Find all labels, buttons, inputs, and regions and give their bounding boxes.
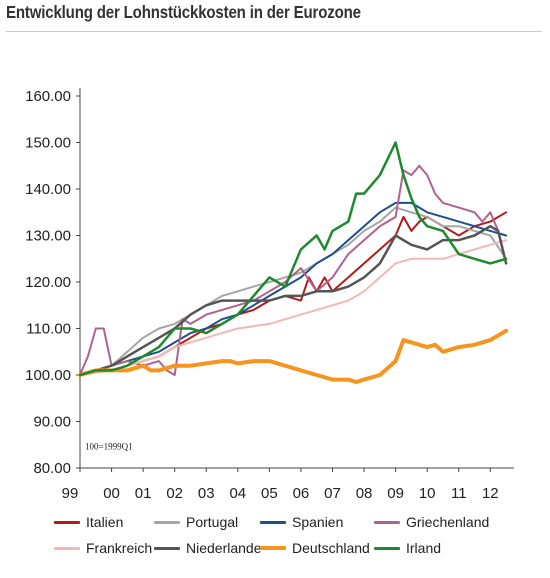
legend-item-deutschland: Deutschland [260,540,370,556]
legend-item-portugal: Portugal [154,514,238,530]
base-note: 100=1999Q1 [85,441,133,451]
legend-label: Italien [86,514,124,530]
legend-swatch [374,520,400,524]
x-tick-label: 08 [356,485,373,502]
x-tick-label: 12 [482,485,499,502]
x-tick-label: 02 [166,485,183,502]
series-line-spanien [79,201,508,376]
axes [76,88,514,472]
x-tick-label: 06 [293,485,310,502]
x-tick-label: 09 [387,485,404,502]
y-tick-label: 160.00 [25,88,71,105]
legend-swatch [54,546,80,550]
legend-swatch [154,520,180,524]
title-divider [6,31,542,32]
x-tick-label: 99 [62,485,79,502]
legend-swatch [54,520,80,524]
series-line-deutschland [78,328,509,384]
series-line-frankreich [79,239,508,376]
y-tick-labels: 80.00 90.00 100.00 110.00 120.00 130.00 140.00… [25,88,71,477]
y-tick-label: 150.00 [25,135,71,152]
y-tick-label: 110.00 [26,321,71,338]
legend-item-italien: Italien [54,514,123,530]
series-lines [78,141,509,384]
x-tick-label: 11 [451,485,467,502]
legend-item-spanien: Spanien [260,514,343,530]
y-tick-label: 120.00 [25,274,71,291]
y-tick-label: 130.00 [25,228,71,245]
legend-swatch [374,546,400,550]
legend-item-griechenland: Griechenland [374,514,489,530]
x-tick-label: 10 [419,485,436,502]
y-tick-label: 80.00 [33,460,71,477]
x-tick-label: 01 [135,485,152,502]
x-tick-label: 00 [103,485,120,502]
x-tick-label: 04 [229,485,246,502]
legend-label: Spanien [292,514,344,530]
legend-item-niederlande: Niederlande [154,540,262,556]
series-line-irland [78,141,508,377]
x-tick-label: 07 [324,485,341,502]
legend-item-frankreich: Frankreich [54,540,152,556]
legend-label: Deutschland [292,540,370,556]
legend-label: Frankreich [86,540,153,556]
legend-label: Irland [406,540,442,556]
x-tick-labels: 99 00 01 02 03 04 05 06 07 08 09 10 11 12 [62,485,499,502]
legend-swatch [260,546,286,550]
legend-label: Niederlande [186,540,262,556]
y-tick-label: 140.00 [25,181,71,198]
chart-title: Entwicklung der Lohnstückkosten in der E… [6,2,361,22]
legend-label: Portugal [186,514,239,530]
y-tick-label: 90.00 [33,414,71,431]
x-tick-label: 05 [261,485,278,502]
legend-label: Griechenland [406,514,490,530]
legend-swatch [260,520,286,524]
legend-swatch [154,546,180,550]
legend-item-irland: Irland [374,540,441,556]
x-tick-label: 03 [198,485,215,502]
y-tick-label: 100.00 [25,367,71,384]
